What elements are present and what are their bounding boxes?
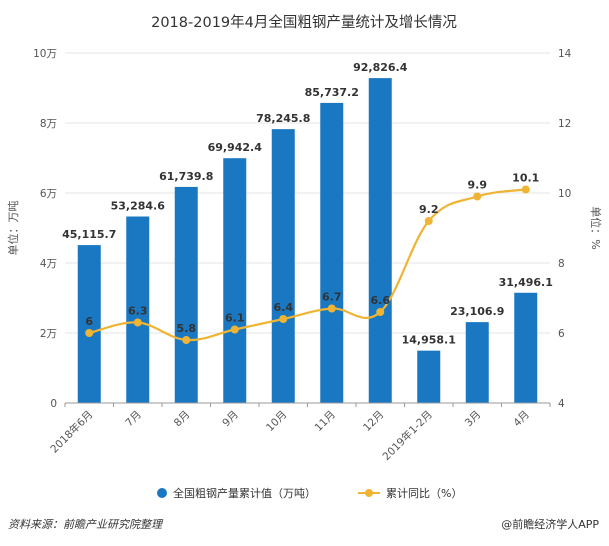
line-point <box>424 217 433 225</box>
line-point <box>182 336 191 344</box>
bar-data-label: 14,958.1 <box>402 334 456 347</box>
x-tick-label: 2019年1-2月 <box>380 408 435 463</box>
x-tick-label: 7月 <box>123 409 144 430</box>
y-right-tick-label: 14 <box>558 48 572 60</box>
x-tick-label: 9月 <box>220 409 241 430</box>
bar-data-label: 31,496.1 <box>499 276 553 289</box>
bar <box>126 216 150 403</box>
line-point <box>473 192 482 201</box>
y-right-tick-label: 10 <box>558 188 571 200</box>
bar-data-label: 69,942.4 <box>208 141 263 154</box>
x-tick-label: 10月 <box>264 409 289 434</box>
line-data-label: 6.7 <box>322 291 342 304</box>
x-tick-label: 8月 <box>172 409 193 430</box>
x-tick-label: 2018年6月 <box>48 408 96 456</box>
bar <box>223 158 247 403</box>
chart: 2018-2019年4月全国粗钢产量统计及增长情况 45,115.7 53,284… <box>6 13 603 500</box>
x-tick-label: 3月 <box>463 409 484 430</box>
line-point <box>85 329 94 337</box>
bar <box>368 78 392 403</box>
y-right-tick-label: 4 <box>558 398 565 410</box>
axes: 0 2万 4万 6万 8万 10万 4 6 8 10 12 14 2018年6月 7月 8月 9月 10月 11月… <box>33 48 572 463</box>
line-data-label: 6.6 <box>371 294 391 307</box>
bar-series: 45,115.7 53,284.6 61,739.8 69,942.4 78,245.8… <box>62 61 553 403</box>
y-right-tick-label: 12 <box>558 118 571 130</box>
line-point <box>327 304 336 313</box>
y-left-tick-label: 6万 <box>40 188 57 200</box>
bar-data-label: 45,115.7 <box>62 228 116 241</box>
legend-line-dot <box>365 489 373 497</box>
y-left-tick-label: 8万 <box>40 118 57 130</box>
x-tick-label: 12月 <box>361 409 386 434</box>
brand-credit: @前瞻经济学人APP <box>501 518 599 531</box>
line-data-label: 6 <box>85 315 93 328</box>
line-data-label: 6.1 <box>225 312 245 325</box>
y-right-tick-label: 8 <box>558 258 565 270</box>
line-data-label: 9.2 <box>419 203 439 216</box>
line-point <box>133 318 142 327</box>
bar-data-label: 85,737.2 <box>305 86 359 99</box>
bar <box>271 129 295 403</box>
line-data-label: 9.9 <box>468 179 488 192</box>
bar-data-label: 53,284.6 <box>111 200 166 213</box>
legend-bar-marker <box>157 488 167 498</box>
line-point <box>230 325 239 334</box>
bar <box>174 186 198 403</box>
y-left-tick-label: 0 <box>50 398 57 410</box>
legend-line-label: 累计同比（%） <box>386 487 462 500</box>
line-path <box>88 188 526 342</box>
line-data-label: 6.4 <box>274 301 294 314</box>
line-point <box>521 185 530 194</box>
bar-data-label: 78,245.8 <box>256 112 310 125</box>
source-note: 资料来源：前瞻产业研究院整理 <box>8 518 162 531</box>
bar <box>465 322 489 403</box>
line-point <box>376 308 385 316</box>
bar-data-label: 61,739.8 <box>159 170 213 183</box>
chart-title: 2018-2019年4月全国粗钢产量统计及增长情况 <box>151 13 457 31</box>
y-left-tick-label: 10万 <box>33 48 57 60</box>
y-right-tick-label: 6 <box>558 328 565 340</box>
line-data-label: 6.3 <box>128 305 148 318</box>
y-right-axis-label: 单位：% <box>589 206 603 249</box>
y-left-tick-label: 4万 <box>40 258 57 270</box>
legend-bar-label: 全国粗钢产量累计值（万吨） <box>173 486 316 500</box>
line-series: 6 6.3 5.8 6.1 6.4 6.7 6.6 9.2 9.9 10.1 <box>85 172 539 344</box>
x-tick-label: 4月 <box>511 409 532 430</box>
bar <box>320 102 344 403</box>
bar-data-label: 23,106.9 <box>450 305 504 318</box>
legend: 全国粗钢产量累计值（万吨） 累计同比（%） <box>157 486 462 500</box>
bar <box>77 245 101 403</box>
line-data-label: 5.8 <box>177 322 197 335</box>
x-tick-label: 11月 <box>313 409 338 434</box>
line-data-label: 10.1 <box>512 172 539 185</box>
bar <box>417 350 441 403</box>
line-point <box>279 315 288 323</box>
y-left-tick-label: 2万 <box>40 328 57 340</box>
y-left-axis-label: 单位：万吨 <box>6 201 20 256</box>
bar <box>514 292 538 403</box>
bar-data-label: 92,826.4 <box>353 61 408 74</box>
